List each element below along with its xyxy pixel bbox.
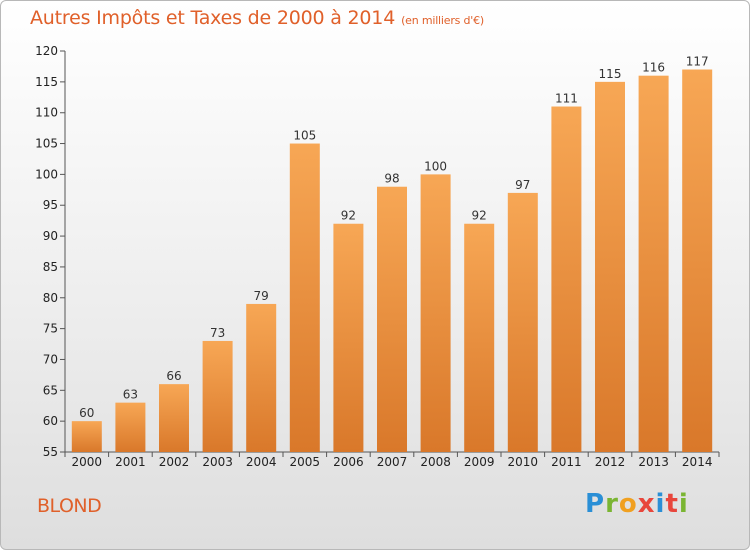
bar-2004 bbox=[246, 303, 277, 452]
x-tick-label-2006: 2006 bbox=[333, 455, 364, 469]
y-tick-label: 100 bbox=[35, 167, 58, 181]
y-tick-label: 75 bbox=[43, 322, 58, 336]
data-label-2000: 60 bbox=[79, 406, 94, 420]
bar-2001 bbox=[115, 402, 146, 452]
y-axis: 55 60 65 70 75 80 85 90 95 100 105 110 115 120 bbox=[35, 44, 66, 459]
x-axis: 2000 2001 2002 2003 2004 2005 2006 2007 2008 2009… bbox=[64, 451, 720, 469]
data-label-2014: 117 bbox=[686, 55, 709, 69]
y-tick-label: 95 bbox=[43, 198, 58, 212]
bars bbox=[71, 69, 713, 453]
data-label-2005: 105 bbox=[293, 129, 316, 143]
y-tick-label: 55 bbox=[43, 445, 58, 459]
y-tick-label: 110 bbox=[35, 106, 58, 120]
bar-2007 bbox=[377, 186, 407, 452]
x-tick-label-2001: 2001 bbox=[115, 455, 146, 469]
y-tick-label: 120 bbox=[35, 44, 58, 58]
bar-2006 bbox=[333, 223, 364, 452]
y-tick-label: 80 bbox=[43, 291, 58, 305]
x-tick-label-2009: 2009 bbox=[464, 455, 495, 469]
bar-2014 bbox=[682, 69, 713, 452]
chart-title: Autres Impôts et Taxes de 2000 à 2014 (en… bbox=[30, 7, 484, 29]
proxiti-logo[interactable]: Proxiti bbox=[585, 489, 689, 519]
x-tick-label-2007: 2007 bbox=[377, 455, 408, 469]
data-label-2006: 92 bbox=[341, 209, 356, 223]
x-tick-label-2010: 2010 bbox=[508, 455, 539, 469]
bar-2003 bbox=[202, 340, 233, 452]
data-label-2007: 98 bbox=[384, 172, 399, 186]
data-label-2012: 115 bbox=[599, 67, 622, 81]
data-label-2008: 100 bbox=[424, 159, 447, 173]
bar-2013 bbox=[638, 75, 669, 452]
x-tick-label-2005: 2005 bbox=[290, 455, 321, 469]
y-tick-label: 60 bbox=[43, 414, 58, 428]
bar-2012 bbox=[595, 81, 625, 452]
chart-title-main: Autres Impôts et Taxes de 2000 à 2014 bbox=[30, 7, 396, 29]
x-tick-label-2002: 2002 bbox=[159, 455, 190, 469]
data-label-2001: 63 bbox=[123, 388, 138, 402]
bar-2005 bbox=[289, 143, 320, 453]
x-tick-label-2013: 2013 bbox=[638, 455, 669, 469]
x-tick-label-2014: 2014 bbox=[682, 455, 713, 469]
y-tick-label: 90 bbox=[43, 229, 58, 243]
bar-2010 bbox=[507, 192, 538, 452]
chart-title-unit: (en milliers d'€) bbox=[401, 14, 484, 27]
data-label-2004: 79 bbox=[254, 289, 269, 303]
x-tick-label-2012: 2012 bbox=[595, 455, 626, 469]
x-tick-label-2003: 2003 bbox=[202, 455, 233, 469]
x-tick-label-2011: 2011 bbox=[551, 455, 582, 469]
logo-letter: i bbox=[655, 489, 666, 519]
bar-2008 bbox=[420, 174, 451, 452]
data-label-2002: 66 bbox=[166, 369, 181, 383]
x-tick-label-2000: 2000 bbox=[72, 455, 103, 469]
data-label-2011: 111 bbox=[555, 92, 578, 106]
logo-letter: i bbox=[678, 489, 689, 519]
data-label-2009: 92 bbox=[472, 209, 487, 223]
logo-letter: t bbox=[665, 489, 679, 519]
logo-letter: r bbox=[605, 489, 619, 519]
y-tick-label: 70 bbox=[43, 352, 58, 366]
logo-letter: o bbox=[618, 489, 638, 519]
bar-2002 bbox=[159, 384, 189, 452]
x-tick-label-2004: 2004 bbox=[246, 455, 277, 469]
data-label-2010: 97 bbox=[515, 178, 530, 192]
bar-2009 bbox=[464, 223, 495, 452]
y-tick-label: 85 bbox=[43, 260, 58, 274]
logo-letter: P bbox=[585, 489, 606, 519]
logo-letter: x bbox=[637, 489, 656, 519]
data-label-2013: 116 bbox=[642, 61, 665, 75]
town-name: BLOND bbox=[37, 495, 102, 517]
y-tick-label: 65 bbox=[43, 383, 58, 397]
x-tick-label-2008: 2008 bbox=[420, 455, 451, 469]
y-tick-label: 105 bbox=[35, 137, 58, 151]
bar-2000 bbox=[71, 421, 102, 452]
data-label-2003: 73 bbox=[210, 326, 225, 340]
y-tick-label: 115 bbox=[35, 75, 58, 89]
data-labels: 60 63 66 73 79 105 92 98 100 92 97 111 115 116 117 bbox=[79, 55, 708, 421]
bar-2011 bbox=[551, 106, 582, 453]
